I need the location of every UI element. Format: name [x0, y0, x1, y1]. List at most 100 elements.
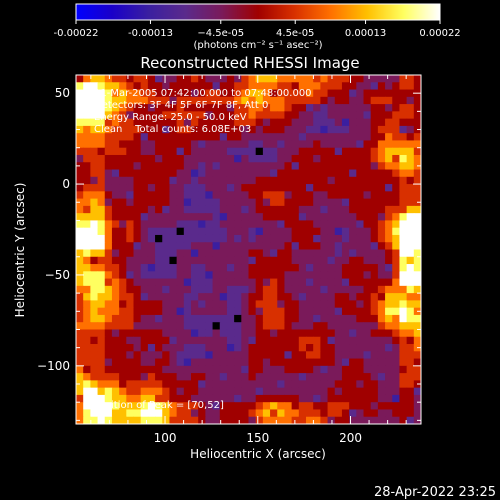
- heatmap-cell: [104, 329, 113, 338]
- heatmap-cell: [119, 278, 127, 287]
- heatmap-cell: [183, 264, 192, 272]
- heatmap-cell: [248, 278, 257, 287]
- heatmap-cell: [191, 256, 199, 265]
- heatmap-cell: [306, 176, 314, 185]
- heatmap-cell: [270, 191, 278, 200]
- heatmap-cell: [111, 394, 120, 403]
- heatmap-cell: [212, 176, 221, 185]
- heatmap-cell: [241, 198, 249, 207]
- heatmap-cell: [270, 358, 278, 367]
- heatmap-cell: [97, 314, 106, 323]
- heatmap-cell: [191, 402, 199, 410]
- heatmap-cell: [140, 373, 149, 381]
- heatmap-cell: [126, 300, 134, 309]
- heatmap-cell: [356, 111, 364, 120]
- heatmap-cell: [392, 278, 400, 287]
- heatmap-cell: [176, 322, 185, 330]
- heatmap-cell: [291, 380, 300, 389]
- heatmap-cell: [298, 191, 307, 200]
- heatmap-cell: [284, 162, 293, 171]
- heatmap-cell: [392, 387, 400, 396]
- heatmap-cell: [83, 307, 91, 316]
- heatmap-cell: [363, 314, 372, 323]
- heatmap-cell: [320, 394, 329, 403]
- heatmap-cell: [119, 104, 127, 112]
- heatmap-cell: [126, 344, 134, 352]
- heatmap-cell: [226, 104, 235, 112]
- heatmap-cell: [126, 147, 134, 156]
- heatmap-cell: [284, 220, 293, 229]
- heatmap-cell: [385, 314, 393, 323]
- heatmap-cell: [119, 198, 127, 207]
- heatmap-cell: [140, 234, 149, 243]
- heatmap-cell: [298, 82, 307, 91]
- heatmap-cell: [248, 82, 257, 91]
- heatmap-cell: [133, 205, 142, 214]
- heatmap-cell: [83, 278, 91, 287]
- heatmap-cell: [191, 278, 199, 287]
- heatmap-cell: [183, 373, 192, 381]
- heatmap-cell: [219, 278, 228, 287]
- heatmap-cell: [385, 256, 393, 265]
- heatmap-cell: [385, 191, 393, 200]
- heatmap-cell: [327, 82, 336, 91]
- heatmap-cell: [205, 220, 214, 229]
- heatmap-cell: [183, 198, 192, 207]
- heatmap-cell: [176, 104, 185, 112]
- heatmap-cell: [126, 140, 134, 149]
- heatmap-cell: [198, 307, 206, 316]
- y-tick-label: 0: [62, 177, 70, 191]
- heatmap-cell: [327, 184, 336, 192]
- heatmap-cell: [119, 213, 127, 221]
- heatmap-cell: [133, 387, 142, 396]
- heatmap-cell: [90, 147, 99, 156]
- heatmap-cell: [90, 242, 99, 250]
- heatmap-cell: [212, 111, 221, 120]
- heatmap-cell: [162, 184, 170, 192]
- heatmap-cell: [356, 409, 364, 418]
- heatmap-cell: [320, 104, 329, 112]
- heatmap-cell: [320, 242, 329, 250]
- heatmap-cell: [255, 242, 264, 250]
- heatmap-cell: [406, 329, 415, 338]
- heatmap-cell: [191, 307, 199, 316]
- heatmap-cell: [284, 169, 293, 178]
- heatmap-cell: [126, 111, 134, 120]
- heatmap-cell: [248, 358, 257, 367]
- heatmap-cell: [277, 416, 285, 424]
- heatmap-cell: [219, 220, 228, 229]
- heatmap-cell: [356, 336, 364, 345]
- heatmap-cell: [399, 147, 408, 156]
- heatmap-cell: [248, 293, 257, 301]
- heatmap-cell: [306, 336, 314, 345]
- heatmap-cell: [97, 75, 106, 83]
- heatmap-cell: [226, 154, 235, 163]
- heatmap-cell: [226, 387, 235, 396]
- heatmap-cell: [377, 293, 386, 301]
- heatmap-cell: [162, 293, 170, 301]
- heatmap-cell: [147, 256, 156, 265]
- heatmap-cell: [413, 351, 421, 360]
- heatmap-cell: [262, 125, 271, 134]
- heatmap-cell: [406, 344, 415, 352]
- heatmap-cell: [392, 154, 400, 163]
- heatmap-cell: [262, 169, 271, 178]
- heatmap-cell: [334, 169, 343, 178]
- heatmap-cell: [341, 154, 350, 163]
- heatmap-cell: [83, 271, 91, 280]
- heatmap-cell: [392, 409, 400, 418]
- heatmap-cell: [291, 416, 300, 424]
- heatmap-cell: [126, 394, 134, 403]
- heatmap-cell: [313, 307, 321, 316]
- heatmap-cell: [262, 89, 271, 98]
- heatmap-cell: [198, 285, 206, 294]
- heatmap-cell: [248, 162, 257, 171]
- heatmap-cell: [241, 147, 249, 156]
- heatmap-cell: [270, 118, 278, 127]
- heatmap-cell: [363, 205, 372, 214]
- heatmap-cell: [104, 351, 113, 360]
- heatmap-cell: [111, 380, 120, 389]
- heatmap-cell: [255, 111, 264, 120]
- heatmap-cell: [284, 242, 293, 250]
- heatmap-cell: [90, 82, 99, 91]
